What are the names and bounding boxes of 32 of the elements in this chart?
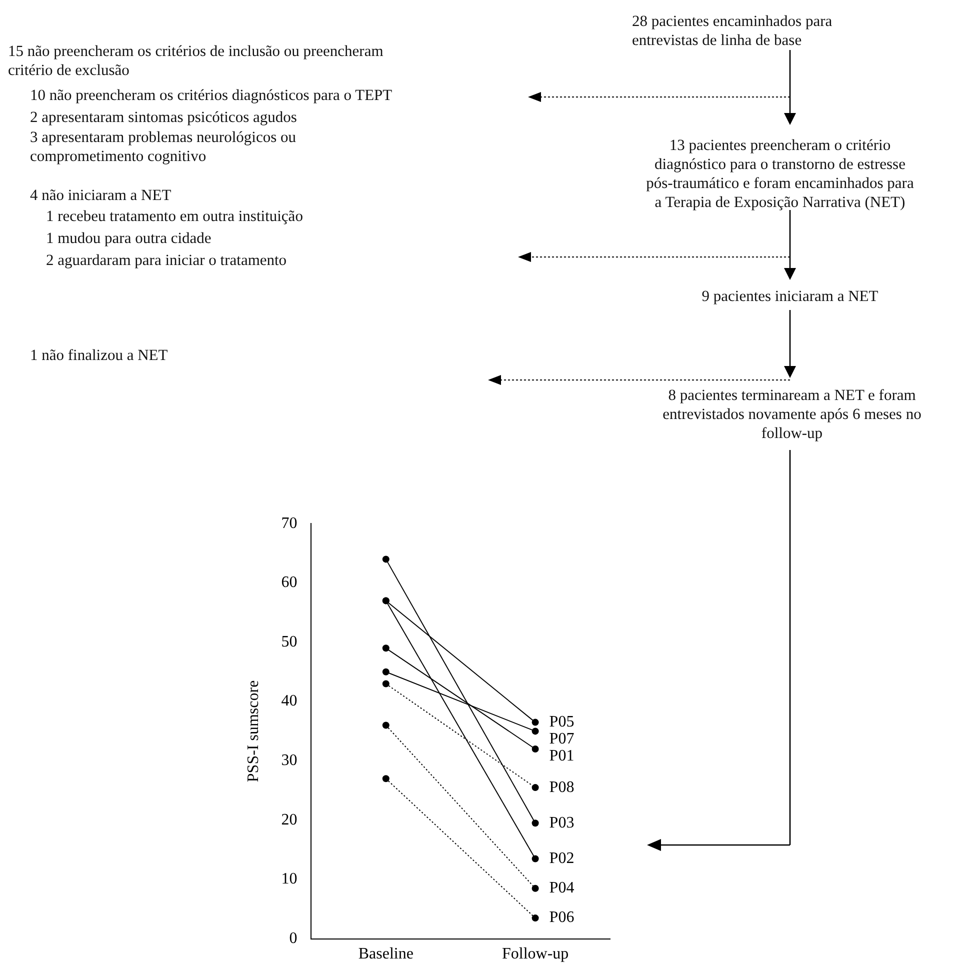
series-label: P01 — [549, 748, 574, 765]
y-tick-label: 40 — [281, 692, 298, 710]
text: 15 não preencheram os critérios de inclusão ou preencheram critério de exclusão — [8, 42, 384, 80]
text: 13 pacientes preencheram o critério diagnóstico para o transtorno de estresse pós-traumático e foram encaminhados para a Terapia de Exposição Narrativa (NET) — [645, 136, 915, 212]
text: 3 apresentaram problemas neurológicos ou comprometimento cognitivo — [30, 128, 296, 166]
y-tick-label: 0 — [289, 930, 298, 948]
y-tick-label: 60 — [281, 574, 298, 592]
y-axis-title: PSS-I sumscore — [244, 680, 262, 782]
text: 1 não finalizou a NET — [30, 346, 168, 365]
y-tick-label: 70 — [281, 514, 298, 532]
y-tick-label: 10 — [281, 870, 298, 888]
x-tick-label: Baseline — [358, 946, 414, 963]
text: 1 recebeu tratamento em outra instituição — [46, 207, 303, 226]
text: 8 pacientes terminaream a NET e foram entrevistados novamente após 6 meses no follow-up — [662, 386, 922, 443]
text: 1 mudou para outra cidade — [46, 229, 212, 248]
series-label: P06 — [549, 909, 574, 926]
y-tick-label: 50 — [281, 633, 298, 650]
text: 28 pacientes encaminhados para entrevistas de linha de base — [632, 12, 832, 50]
series-label: P02 — [549, 850, 574, 867]
text: 2 aguardaram para iniciar o tratamento — [46, 251, 287, 270]
y-tick-label: 30 — [281, 752, 298, 770]
text: 10 não preencheram os critérios diagnósticos para o TEPT — [30, 86, 392, 105]
text: 4 não iniciaram a NET — [30, 186, 172, 205]
series-label: P04 — [549, 880, 574, 897]
series-label: P08 — [549, 778, 574, 796]
y-tick-label: 20 — [281, 811, 298, 828]
text: 2 apresentaram sintomas psicóticos agudos — [30, 108, 297, 127]
series-label: P05 — [549, 714, 574, 731]
series-label: P07 — [549, 730, 574, 748]
x-tick-label: Follow-up — [502, 946, 569, 963]
text: 9 pacientes iniciaram a NET — [700, 287, 880, 306]
series-label: P03 — [549, 814, 574, 832]
